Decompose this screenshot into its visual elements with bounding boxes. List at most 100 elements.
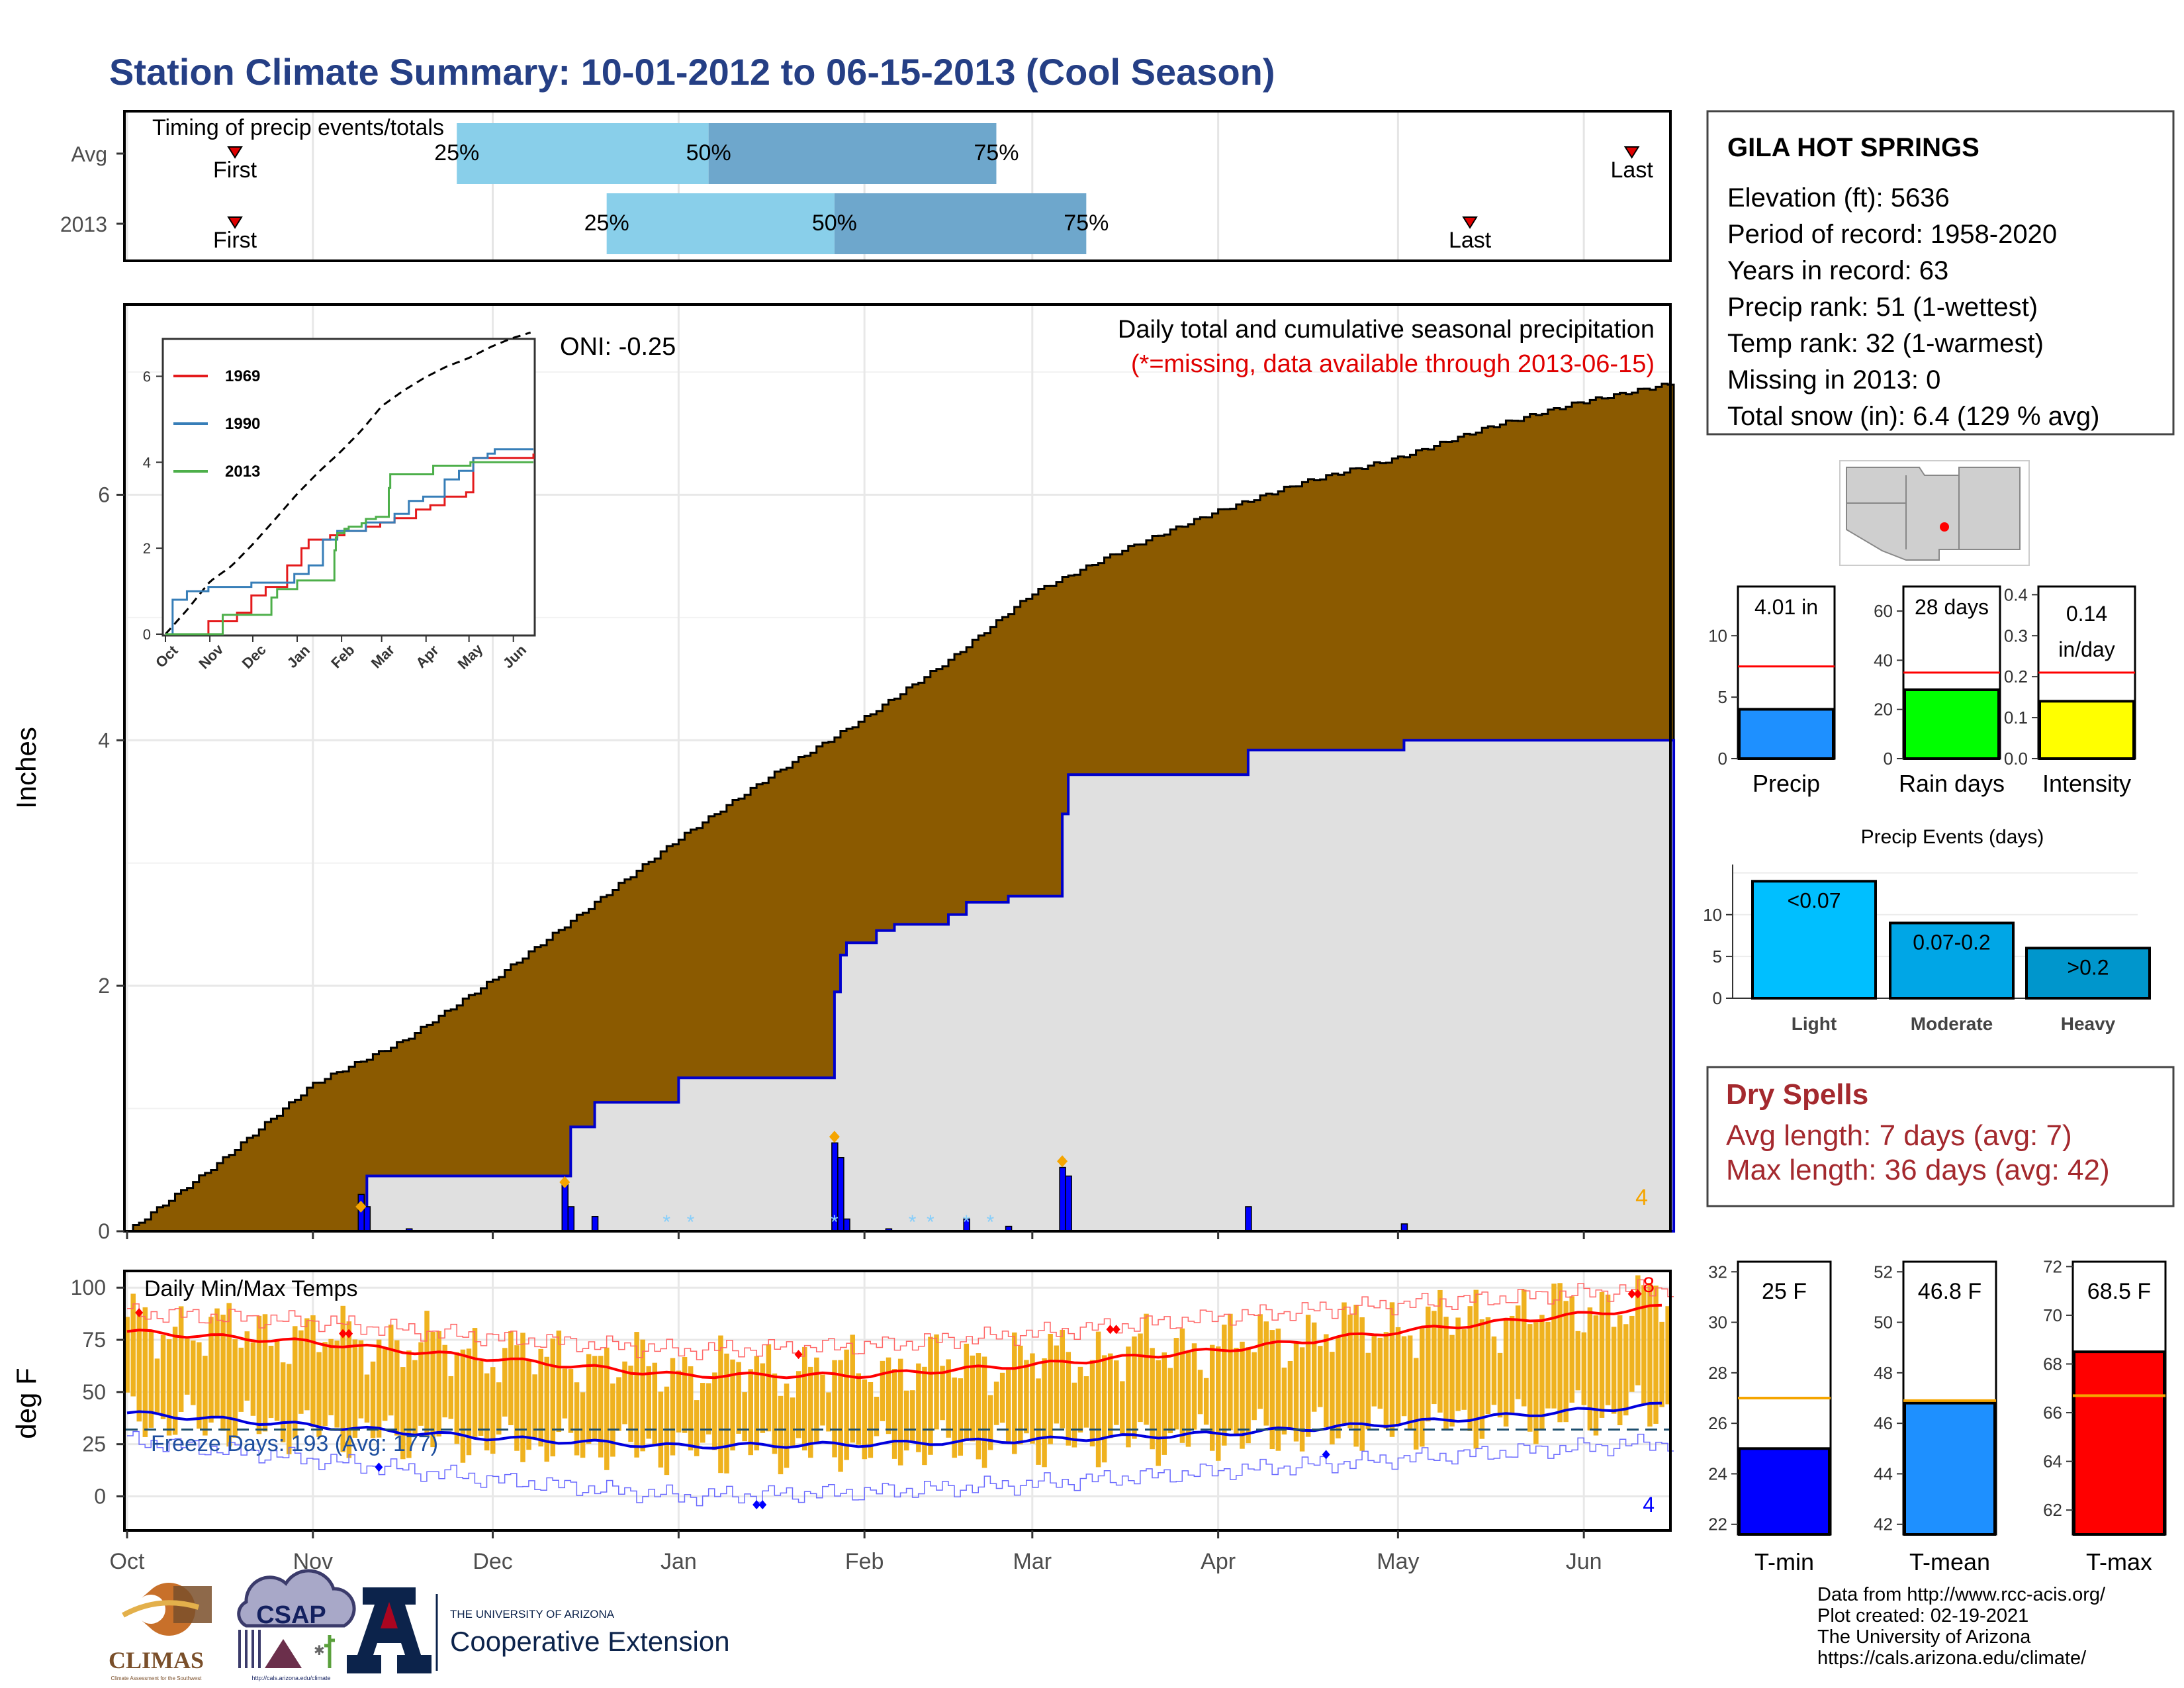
daily-temp-bar [801,1346,807,1451]
daily-temp-bar [640,1339,645,1452]
dry-spells-title: Dry Spells [1726,1078,1868,1111]
daily-temp-bar [1095,1331,1101,1468]
daily-temp-bar [1336,1336,1341,1438]
cumulative-2013-area [127,739,1676,1233]
precip-note: Daily total and cumulative seasonal prec… [1118,316,1655,344]
daily-temp-bar [556,1331,562,1432]
daily-temp-bar [214,1308,220,1417]
daily-temp-bar [334,1340,340,1428]
daily-temp-bar [412,1360,418,1437]
minibar-name: Rain days [1899,770,2005,797]
tempbar-ytick-label: 26 [1708,1413,1727,1433]
record-low-marker [1322,1450,1330,1460]
minibar-value-rain-days [1903,688,2000,760]
temp-panel-label: Daily Min/Max Temps [144,1276,357,1301]
daily-temp-bar [1539,1315,1545,1429]
minibar-value-label: 28 days [1915,595,1989,619]
daily-temp-bar [424,1311,430,1437]
daily-temp-bar [1593,1315,1599,1436]
timing-bar-q25-q50 [457,123,709,184]
precip-events-chart: Precip Events (days) 0 5 10 <0.07 Light 0.07-… [1703,826,2151,1034]
daily-temp-bar [1635,1275,1641,1385]
tempbar-name: T-max [2086,1548,2152,1575]
minibar-ytick-label: 10 [1708,626,1727,645]
minibar-ytick-label: 5 [1718,687,1727,707]
daily-temp-bar [1605,1294,1611,1405]
daily-temp-bar [1659,1321,1664,1407]
tempbar-name: T-mean [1909,1548,1990,1575]
daily-temp-bar [508,1331,514,1425]
inset-series-1990 [165,448,533,635]
missing-data-marker: * [927,1211,934,1233]
daily-temp-bar [838,1360,843,1472]
daily-temp-bar [1647,1283,1653,1427]
daily-temp-bar [148,1331,154,1428]
timing-label: Timing of precip events/totals [152,115,444,140]
daily-temp-bar [298,1330,304,1414]
record-high-marker [345,1329,353,1338]
daily-temp-bar [142,1307,148,1437]
daily-temp-bar [436,1331,441,1437]
daily-temp-bar [1461,1329,1467,1410]
avg-max-line [126,1303,1662,1380]
daily-temp-bar [1066,1352,1071,1446]
daily-temp-bar [1030,1353,1035,1444]
daily-temp-bar [580,1392,586,1458]
inset-legend-label-1969: 1969 [225,367,260,385]
daily-temp-bar [514,1345,520,1451]
daily-temp-bar [1347,1314,1353,1429]
station-info-line: Elevation (ft): 5636 [1727,183,1950,212]
tempbar-ytick-label: 24 [1708,1464,1727,1483]
daily-temp-bar [1287,1360,1293,1429]
tempbar-value-t-min [1738,1447,1831,1536]
daily-temp-bar [862,1379,868,1460]
tempbar-ytick-label: 66 [2043,1403,2062,1423]
daily-temp-bar [274,1340,280,1421]
daily-temp-bar [1473,1289,1479,1449]
daily-temp-bar [928,1336,933,1455]
daily-temp-bar [1150,1348,1155,1450]
daily-temp-bar [484,1373,490,1451]
precip-ylabel: Inches [11,727,42,809]
daily-temp-bar [1240,1341,1245,1449]
timing-p50-label: 50% [686,140,731,165]
daily-precip-bar [1065,1175,1072,1232]
daily-temp-bar [1197,1370,1203,1415]
daily-temp-bar [1365,1352,1371,1430]
temp-ytick-label: 100 [71,1276,106,1299]
daily-temp-bar [1179,1328,1185,1443]
daily-temp-bar [891,1369,897,1459]
precip-event-marker [355,1200,367,1213]
footer-line: The University of Arizona [1817,1626,2031,1648]
daily-temp-bar [832,1360,837,1458]
station-info-line: Period of record: 1958-2020 [1727,220,2057,249]
daily-temp-bar [1389,1302,1395,1437]
daily-temp-bar [670,1358,676,1456]
daily-temp-bar [730,1359,735,1451]
daily-temp-bar [754,1356,760,1451]
daily-temp-bar [748,1369,753,1456]
daily-temp-bar [376,1339,382,1438]
daily-temp-bar [562,1368,568,1419]
daily-temp-bar [1173,1338,1179,1430]
daily-temp-bar [586,1354,592,1444]
daily-temp-bar [328,1338,334,1416]
daily-temp-bar [868,1382,874,1458]
station-info-line: Years in record: 63 [1727,256,1948,285]
station-info-line: Temp rank: 32 (1-warmest) [1727,329,2044,358]
temp-ytick-label: 75 [82,1328,106,1352]
record-low-marker [752,1500,761,1510]
daily-temp-bar [1611,1327,1617,1414]
timing-last-label: Last [1449,228,1492,253]
daily-temp-bar [646,1366,651,1439]
daily-precip-bar [1245,1206,1252,1232]
tempbar-ytick-label: 42 [1874,1515,1893,1534]
daily-temp-bar [226,1303,232,1447]
daily-temp-bar [976,1353,981,1460]
daily-temp-bar [694,1400,700,1456]
daily-temp-bar [1228,1313,1233,1430]
daily-temp-bar [1509,1315,1515,1415]
temp-ylabel: deg F [11,1368,42,1438]
daily-temp-bar [706,1383,711,1434]
